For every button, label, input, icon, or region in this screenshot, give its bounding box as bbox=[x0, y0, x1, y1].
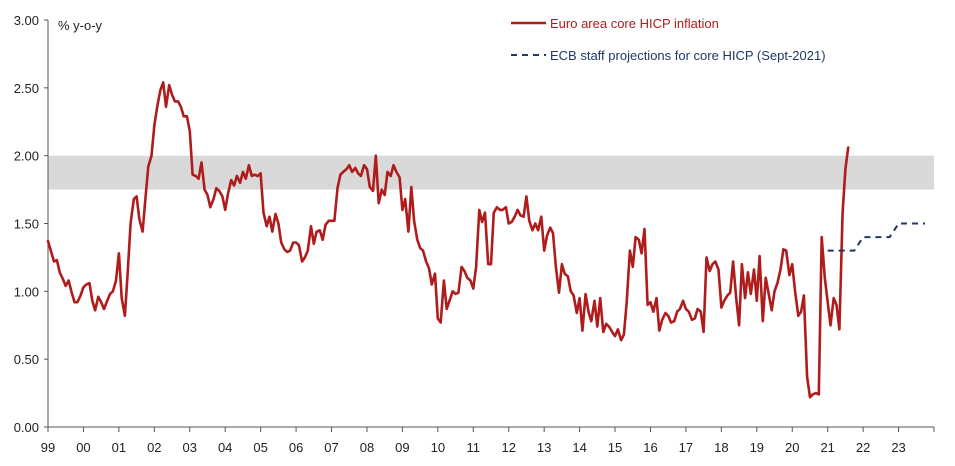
x-tick-label: 18 bbox=[714, 440, 728, 455]
x-tick-label: 23 bbox=[891, 440, 905, 455]
series-lines bbox=[46, 81, 926, 399]
x-tick-label: 14 bbox=[572, 440, 586, 455]
legend-label: Euro area core HICP inflation bbox=[550, 16, 719, 31]
y-tick-label: 1.00 bbox=[14, 284, 39, 299]
x-tick-label: 00 bbox=[76, 440, 90, 455]
x-tick-label: 04 bbox=[218, 440, 232, 455]
target-band bbox=[48, 155, 934, 190]
x-tick-label: 12 bbox=[501, 440, 515, 455]
x-tick-label: 15 bbox=[608, 440, 622, 455]
x-tick-label: 21 bbox=[820, 440, 834, 455]
x-tick-label: 19 bbox=[750, 440, 764, 455]
x-tick-label: 17 bbox=[679, 440, 693, 455]
x-axis: 99 00 01 02 03 04 05 06 07 08 09 10 11 12 13 14 15 16 17 18… bbox=[41, 426, 935, 455]
projection-series-line bbox=[827, 222, 926, 252]
y-tick-label: 0.00 bbox=[14, 420, 39, 435]
y-tick-label: 2.00 bbox=[14, 149, 39, 164]
y-tick-label: 3.00 bbox=[14, 13, 39, 28]
x-tick-label: 16 bbox=[643, 440, 657, 455]
y-axis: 0.00 0.50 1.00 1.50 2.00 2.50 3.00 bbox=[14, 13, 49, 435]
x-tick-label: 11 bbox=[467, 440, 481, 455]
x-tick-label: 06 bbox=[289, 440, 303, 455]
x-tick-label: 13 bbox=[537, 440, 551, 455]
y-tick-label: 2.50 bbox=[14, 81, 39, 96]
x-tick-label: 07 bbox=[324, 440, 338, 455]
x-tick-label: 02 bbox=[147, 440, 161, 455]
x-tick-label: 03 bbox=[183, 440, 197, 455]
x-tick-label: 20 bbox=[785, 440, 799, 455]
legend: Euro area core HICP inflation ECB staff p… bbox=[511, 16, 826, 63]
y-tick-label: 1.50 bbox=[14, 217, 39, 232]
core-hicp-series-line bbox=[46, 81, 850, 399]
x-tick-label: 05 bbox=[253, 440, 267, 455]
x-tick-label: 10 bbox=[431, 440, 445, 455]
x-tick-label: 22 bbox=[856, 440, 870, 455]
x-tick-label: 08 bbox=[360, 440, 374, 455]
y-tick-label: 0.50 bbox=[14, 352, 39, 367]
y-axis-unit-label: % y-o-y bbox=[58, 18, 103, 33]
x-tick-label: 09 bbox=[395, 440, 409, 455]
legend-label: ECB staff projections for core HICP (Sep… bbox=[550, 48, 826, 63]
x-tick-label: 99 bbox=[41, 440, 55, 455]
x-tick-label: 01 bbox=[112, 440, 126, 455]
